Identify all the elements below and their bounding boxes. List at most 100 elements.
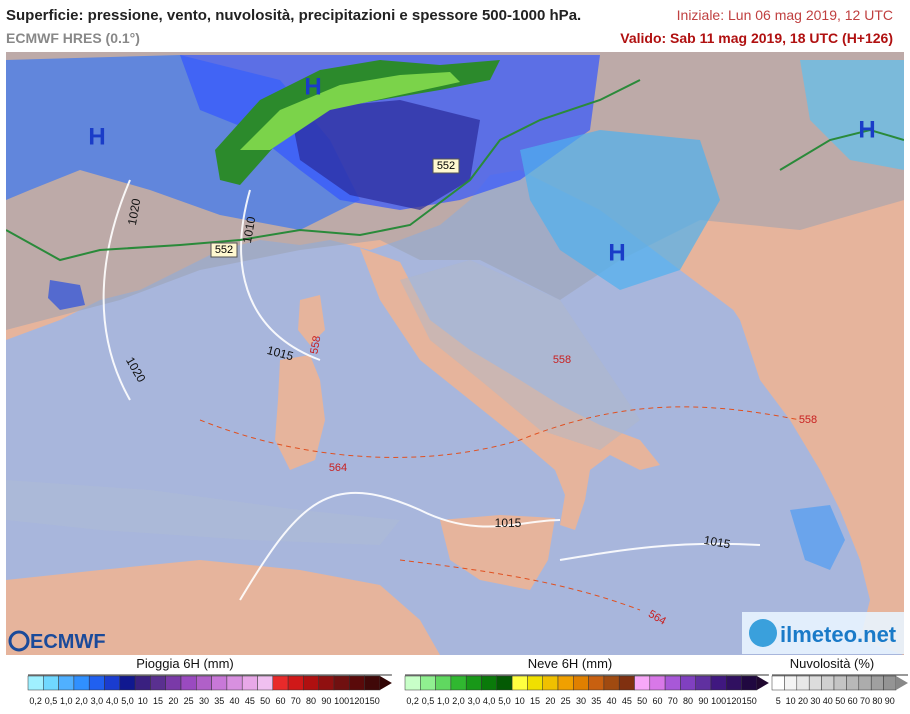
legend-swatch — [741, 675, 758, 691]
legend-label: 0,5 — [422, 696, 435, 706]
legend-swatch — [680, 675, 696, 691]
legend-title: Pioggia 6H (mm) — [136, 656, 234, 671]
legend-label: 35 — [591, 696, 601, 706]
legend-label: 80 — [683, 696, 693, 706]
legend-swatch — [527, 675, 543, 691]
legend-label: 50 — [260, 696, 270, 706]
legend-label: 40 — [230, 696, 240, 706]
legend-label: 1,0 — [60, 696, 73, 706]
legend-label: 40 — [823, 696, 833, 706]
isoline-label: 1010 — [240, 215, 258, 244]
legend-swatch — [573, 675, 589, 691]
legend-swatch — [211, 675, 228, 691]
legend-swatch — [180, 675, 197, 691]
legend-label: 35 — [214, 696, 224, 706]
legend-title: Nuvolosità (%) — [790, 656, 875, 671]
legend-swatch — [364, 675, 381, 691]
legend-swatch — [771, 675, 785, 691]
legend-swatch — [272, 675, 289, 691]
legend-label: 60 — [652, 696, 662, 706]
legend-label: 45 — [622, 696, 632, 706]
legend-swatch — [796, 675, 810, 691]
legend-swatch — [303, 675, 319, 691]
legend-label: 60 — [275, 696, 285, 706]
legend-label: 80 — [306, 696, 316, 706]
init-time: Iniziale: Lun 06 mag 2019, 12 UTC — [677, 7, 893, 23]
legend-swatch — [435, 675, 452, 691]
legend-title: Neve 6H (mm) — [528, 656, 613, 671]
legend-swatch — [542, 675, 559, 691]
label-box — [432, 158, 460, 174]
legend-label: 4,0 — [483, 696, 496, 706]
legend-label: 2,0 — [452, 696, 465, 706]
legend-label: 5 — [776, 696, 781, 706]
legend-arrow — [896, 676, 908, 690]
isoline-label: 558 — [308, 335, 323, 355]
legend-label: 15 — [530, 696, 540, 706]
legend-swatch — [404, 675, 421, 691]
legend-label: 2,0 — [75, 696, 88, 706]
legend-swatch — [465, 675, 482, 691]
legend-label: 10 — [138, 696, 148, 706]
legend-label: 0,2 — [406, 696, 419, 706]
isoline-label: 558 — [553, 354, 571, 366]
legend-label: 100 — [711, 696, 726, 706]
legend-label: 10 — [515, 696, 525, 706]
legend-label: 30 — [576, 696, 586, 706]
legend-swatch — [450, 675, 467, 691]
legend-swatch — [104, 675, 121, 691]
legend-label: 90 — [321, 696, 331, 706]
legend-label: 10 — [786, 696, 796, 706]
legend-swatch — [883, 675, 897, 691]
legend-swatch — [784, 675, 798, 691]
legend-swatch — [588, 675, 605, 691]
legend-swatch — [833, 675, 847, 691]
legend-swatch — [618, 675, 635, 691]
ilmeteo-logo: ilmeteo.net — [780, 622, 897, 647]
isoline-label: 552 — [437, 160, 455, 172]
high-pressure-label: H — [88, 123, 105, 150]
legend-swatch — [603, 675, 620, 691]
ecmwf-logo: ECMWF — [30, 631, 106, 653]
legend-swatch — [196, 675, 212, 691]
legend-label: 20 — [168, 696, 178, 706]
legend-swatch — [664, 675, 681, 691]
legend-swatch — [808, 675, 822, 691]
legend-label: 25 — [561, 696, 571, 706]
legend-label: 4,0 — [106, 696, 119, 706]
legend-label: 80 — [872, 696, 882, 706]
isoline-label: 1015 — [495, 516, 522, 530]
legend-label: 90 — [885, 696, 895, 706]
high-pressure-label: H — [304, 73, 321, 100]
legend-label: 20 — [545, 696, 555, 706]
legend-swatch — [88, 675, 105, 691]
legend-label: 120 — [726, 696, 741, 706]
legend-arrow — [379, 676, 392, 690]
legend-label: 60 — [848, 696, 858, 706]
isoline-label: 564 — [329, 462, 347, 474]
legend-label: 45 — [245, 696, 255, 706]
legend-swatch — [43, 675, 59, 691]
legend-swatch — [119, 675, 136, 691]
legend-swatch — [846, 675, 860, 691]
legend-swatch — [134, 675, 151, 691]
legend-swatch — [726, 675, 742, 691]
legend-label: 100 — [334, 696, 349, 706]
legend-swatch — [557, 675, 574, 691]
legend-swatch — [649, 675, 666, 691]
legend-swatch — [496, 675, 513, 691]
legend-swatch — [821, 675, 835, 691]
legend-label: 70 — [860, 696, 870, 706]
isoline-label: 552 — [215, 244, 233, 256]
legend-swatch — [333, 675, 350, 691]
legend-label: 30 — [810, 696, 820, 706]
model: ECMWF HRES (0.1°) — [6, 30, 140, 46]
high-pressure-label: H — [608, 239, 625, 266]
legend-swatch — [287, 675, 304, 691]
legend-label: 1,0 — [437, 696, 450, 706]
legend-label: 3,0 — [91, 696, 104, 706]
legend-swatch — [165, 675, 182, 691]
legend-swatch — [27, 675, 44, 691]
